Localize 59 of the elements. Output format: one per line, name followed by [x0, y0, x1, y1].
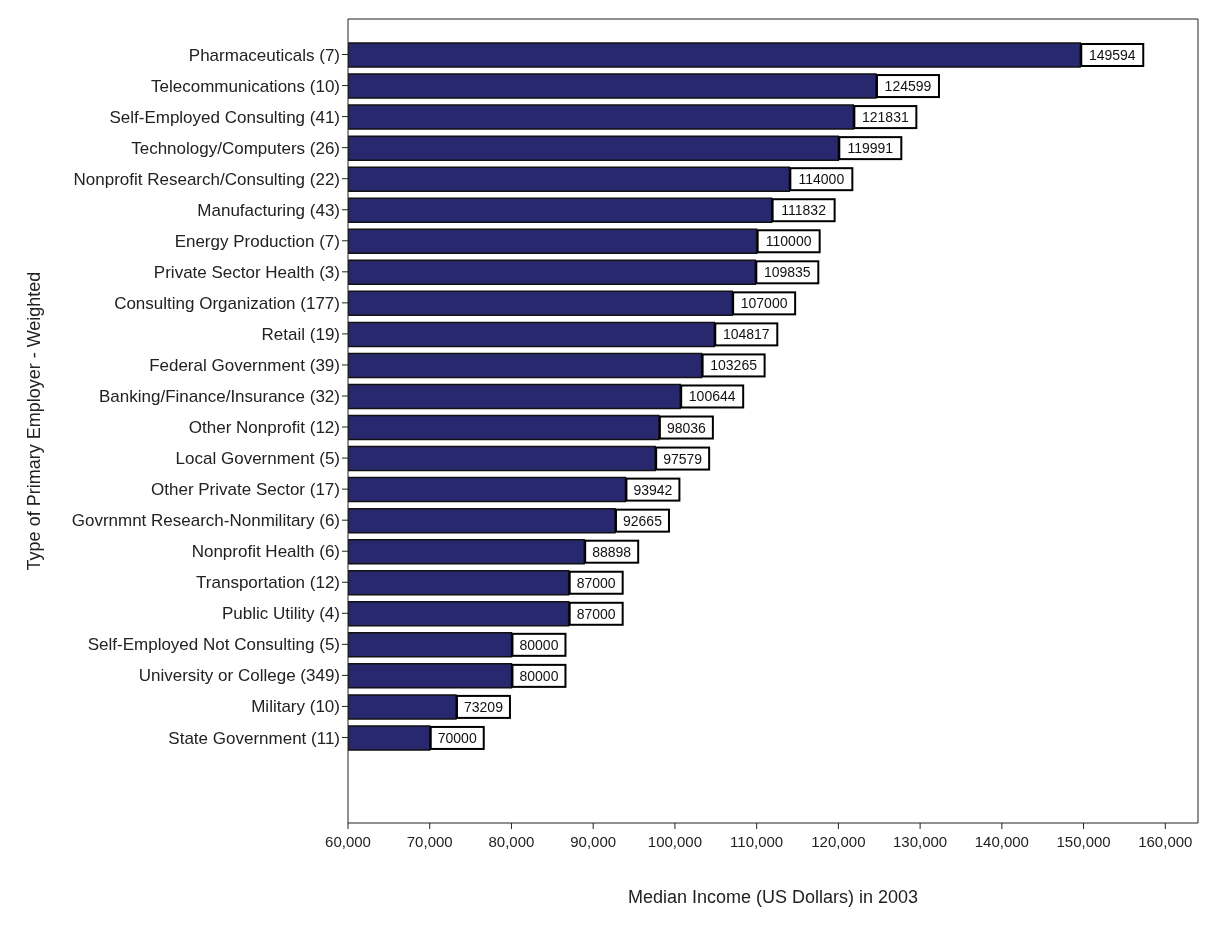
y-tick-label: Private Sector Health (3): [153, 262, 340, 282]
y-tick-label: University or College (349): [138, 666, 340, 686]
x-tick-label: 70,000: [406, 833, 453, 850]
data-label: 92665: [623, 512, 663, 529]
y-tick-label: Banking/Finance/Insurance (32): [99, 387, 340, 407]
data-label: 97579: [663, 450, 703, 467]
data-label: 119991: [847, 140, 894, 157]
y-tick-label: Telecommunications (10): [151, 76, 340, 96]
data-label: 107000: [740, 295, 788, 312]
data-label: 104817: [722, 326, 770, 343]
y-tick-label: Local Government (5): [175, 449, 340, 469]
y-tick-label: Nonprofit Health (6): [191, 542, 340, 562]
x-tick-label: 140,000: [974, 833, 1029, 850]
data-label: 87000: [576, 605, 616, 622]
y-tick-label: Other Private Sector (17): [151, 480, 340, 500]
data-label: 70000: [437, 729, 477, 746]
y-tick-label: Retail (19): [261, 324, 340, 344]
y-tick-label: Energy Production (7): [174, 231, 340, 251]
y-tick-label: Nonprofit Research/Consulting (22): [73, 169, 340, 189]
y-tick-label: Self-Employed Not Consulting (5): [87, 635, 340, 655]
y-tick-label: Self-Employed Consulting (41): [109, 107, 340, 127]
data-label: 103265: [710, 357, 758, 374]
data-label: 110000: [765, 233, 812, 250]
x-axis-title: Median Income (US Dollars) in 2003: [627, 887, 919, 907]
data-label: 80000: [519, 667, 559, 684]
data-label: 124599: [884, 78, 932, 95]
x-tick-label: 120,000: [811, 833, 866, 850]
data-label: 80000: [519, 636, 559, 653]
data-label: 98036: [666, 419, 707, 436]
data-label: 109835: [763, 264, 811, 281]
x-tick-label: 90,000: [570, 833, 617, 850]
y-tick-label: Other Nonprofit (12): [188, 418, 340, 438]
y-tick-label: Federal Government (39): [149, 355, 340, 375]
y-tick-label: Military (10): [251, 697, 340, 717]
x-tick-label: 160,000: [1138, 833, 1193, 850]
data-label: 114000: [798, 171, 845, 188]
x-tick-label: 100,000: [647, 833, 703, 850]
y-tick-label: Consulting Organization (177): [114, 293, 340, 313]
y-tick-label: State Government (11): [168, 728, 340, 748]
x-tick-label: 150,000: [1056, 833, 1111, 850]
data-label: 87000: [576, 574, 616, 591]
data-label: 73209: [463, 698, 504, 715]
y-tick-label: Technology/Computers (26): [131, 138, 340, 158]
data-label: 121831: [861, 109, 909, 126]
data-label: 88898: [592, 543, 632, 560]
y-tick-label: Transportation (12): [196, 573, 340, 593]
y-tick-label: Pharmaceuticals (7): [188, 45, 340, 65]
data-label: 111832: [781, 202, 827, 219]
y-tick-label: Manufacturing (43): [197, 200, 340, 220]
data-label: 100644: [688, 388, 736, 405]
y-tick-label: Public Utility (4): [221, 604, 340, 624]
x-tick-label: 130,000: [893, 833, 948, 850]
data-label: 93942: [633, 481, 673, 498]
x-tick-label: 60,000: [325, 833, 371, 850]
x-tick-label: 110,000: [730, 833, 784, 850]
y-axis-title: Type of Primary Employer - Weighted: [24, 271, 45, 571]
y-tick-label: Govrnmnt Research-Nonmilitary (6): [71, 511, 340, 531]
x-tick-label: 80,000: [488, 833, 535, 850]
data-label: 149594: [1088, 47, 1136, 63]
